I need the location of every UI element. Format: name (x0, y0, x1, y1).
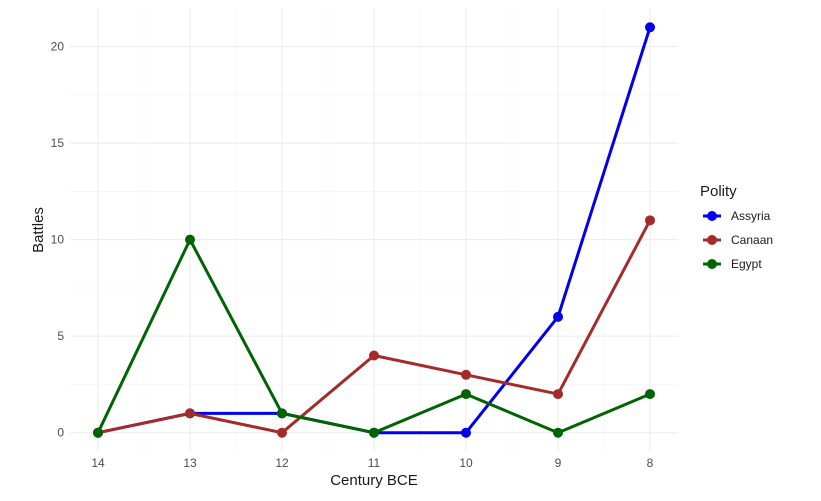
y-tick-label: 15 (51, 136, 65, 150)
series-layer (93, 22, 655, 438)
data-point-assyria (553, 311, 563, 322)
series-canaan (93, 215, 655, 438)
data-point-egypt (277, 408, 287, 419)
data-point-egypt (185, 234, 195, 245)
legend-label: Assyria (731, 209, 771, 223)
y-tick-label: 5 (57, 329, 64, 343)
x-tick-label: 13 (183, 456, 197, 470)
series-egypt (93, 234, 655, 438)
data-point-egypt (645, 389, 655, 400)
legend-item-assyria: Assyria (703, 209, 771, 223)
legend-item-egypt: Egypt (703, 257, 762, 271)
data-point-canaan (185, 408, 195, 419)
data-point-canaan (461, 369, 471, 380)
data-point-canaan (369, 350, 379, 361)
x-tick-label: 8 (647, 456, 654, 470)
data-point-assyria (645, 22, 655, 33)
x-tick-label: 10 (459, 456, 473, 470)
legend-label: Egypt (731, 257, 762, 271)
y-tick-label: 20 (51, 40, 65, 54)
data-point-assyria (461, 427, 471, 438)
legend-key-point (707, 211, 717, 221)
x-tick-label: 14 (91, 456, 105, 470)
data-point-egypt (93, 427, 103, 438)
data-point-egypt (461, 389, 471, 400)
x-axis-title: Century BCE (330, 472, 418, 489)
data-point-canaan (277, 427, 287, 438)
legend-key-point (707, 235, 717, 245)
data-point-egypt (553, 427, 563, 438)
y-axis-title: Battles (30, 207, 47, 253)
legend-title: Polity (700, 183, 737, 200)
x-tick-label: 9 (555, 456, 562, 470)
x-tick-label: 12 (275, 456, 289, 470)
legend-label: Canaan (731, 233, 773, 247)
legend: Polity Assyria Canaan Egypt (700, 183, 773, 271)
data-point-canaan (553, 389, 563, 400)
y-tick-label: 0 (57, 426, 64, 440)
data-point-canaan (645, 215, 655, 226)
legend-item-canaan: Canaan (703, 233, 773, 247)
x-tick-label: 11 (368, 456, 381, 470)
y-tick-label: 10 (51, 233, 65, 247)
data-point-egypt (369, 427, 379, 438)
legend-key-point (707, 259, 717, 269)
axis-ticks: 14 13 12 11 10 9 8 0 5 10 15 20 (51, 40, 654, 470)
